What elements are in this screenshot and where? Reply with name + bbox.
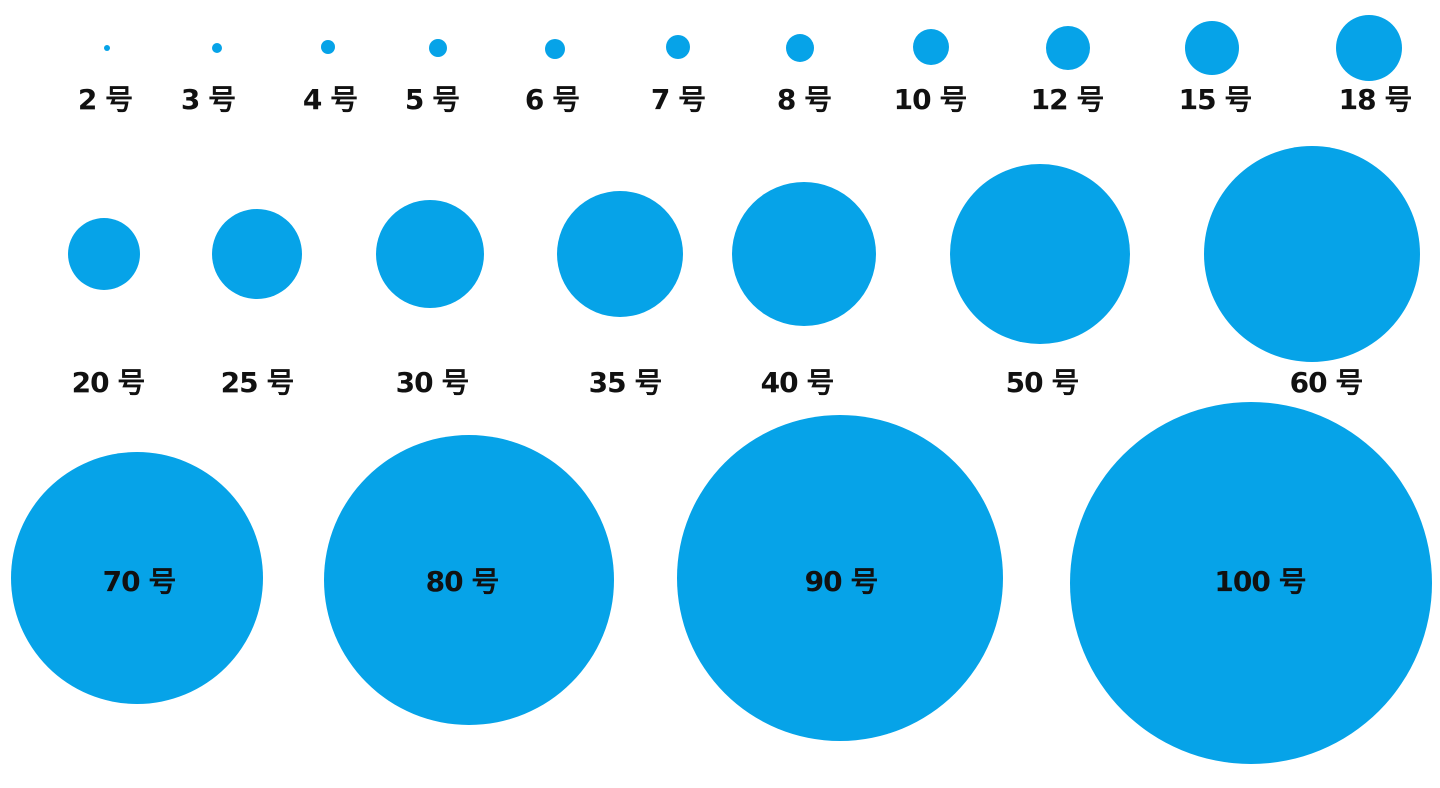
size-label: 12 号 [1030, 83, 1105, 116]
size-circle [212, 209, 302, 299]
size-circle [321, 40, 335, 54]
size-circle [545, 39, 565, 59]
size-label: 25 号 [220, 366, 295, 399]
size-label: 18 号 [1338, 83, 1413, 116]
size-label: 35 号 [588, 366, 663, 399]
size-circle [677, 415, 1003, 741]
size-circle [68, 218, 140, 290]
size-circle [1070, 402, 1432, 764]
size-label: 5 号 [404, 83, 460, 116]
size-label: 40 号 [760, 366, 835, 399]
size-circle [557, 191, 683, 317]
size-label: 60 号 [1289, 366, 1364, 399]
size-label: 80 号 [425, 565, 500, 598]
size-label: 90 号 [804, 565, 879, 598]
size-label: 15 号 [1178, 83, 1253, 116]
size-label: 50 号 [1005, 366, 1080, 399]
size-circle [913, 29, 949, 65]
size-label: 100 号 [1214, 565, 1306, 598]
size-label: 6 号 [524, 83, 580, 116]
size-circle [1204, 146, 1420, 362]
size-circle [1185, 21, 1239, 75]
size-circle [429, 39, 447, 57]
size-label: 4 号 [302, 83, 358, 116]
size-circle [11, 452, 263, 704]
size-label: 8 号 [776, 83, 832, 116]
size-circle [376, 200, 484, 308]
size-label: 20 号 [71, 366, 146, 399]
size-circle [950, 164, 1130, 344]
size-circle [1336, 15, 1402, 81]
size-circle [732, 182, 876, 326]
size-label: 7 号 [650, 83, 706, 116]
size-label: 30 号 [395, 366, 470, 399]
size-circle [786, 34, 814, 62]
size-circle [1046, 26, 1090, 70]
size-label: 10 号 [893, 83, 968, 116]
size-label: 3 号 [180, 83, 236, 116]
size-circle [666, 35, 690, 59]
size-label: 2 号 [77, 83, 133, 116]
size-label: 70 号 [102, 565, 177, 598]
size-circle [324, 435, 614, 725]
size-circle [104, 45, 110, 51]
size-circle [212, 43, 222, 53]
